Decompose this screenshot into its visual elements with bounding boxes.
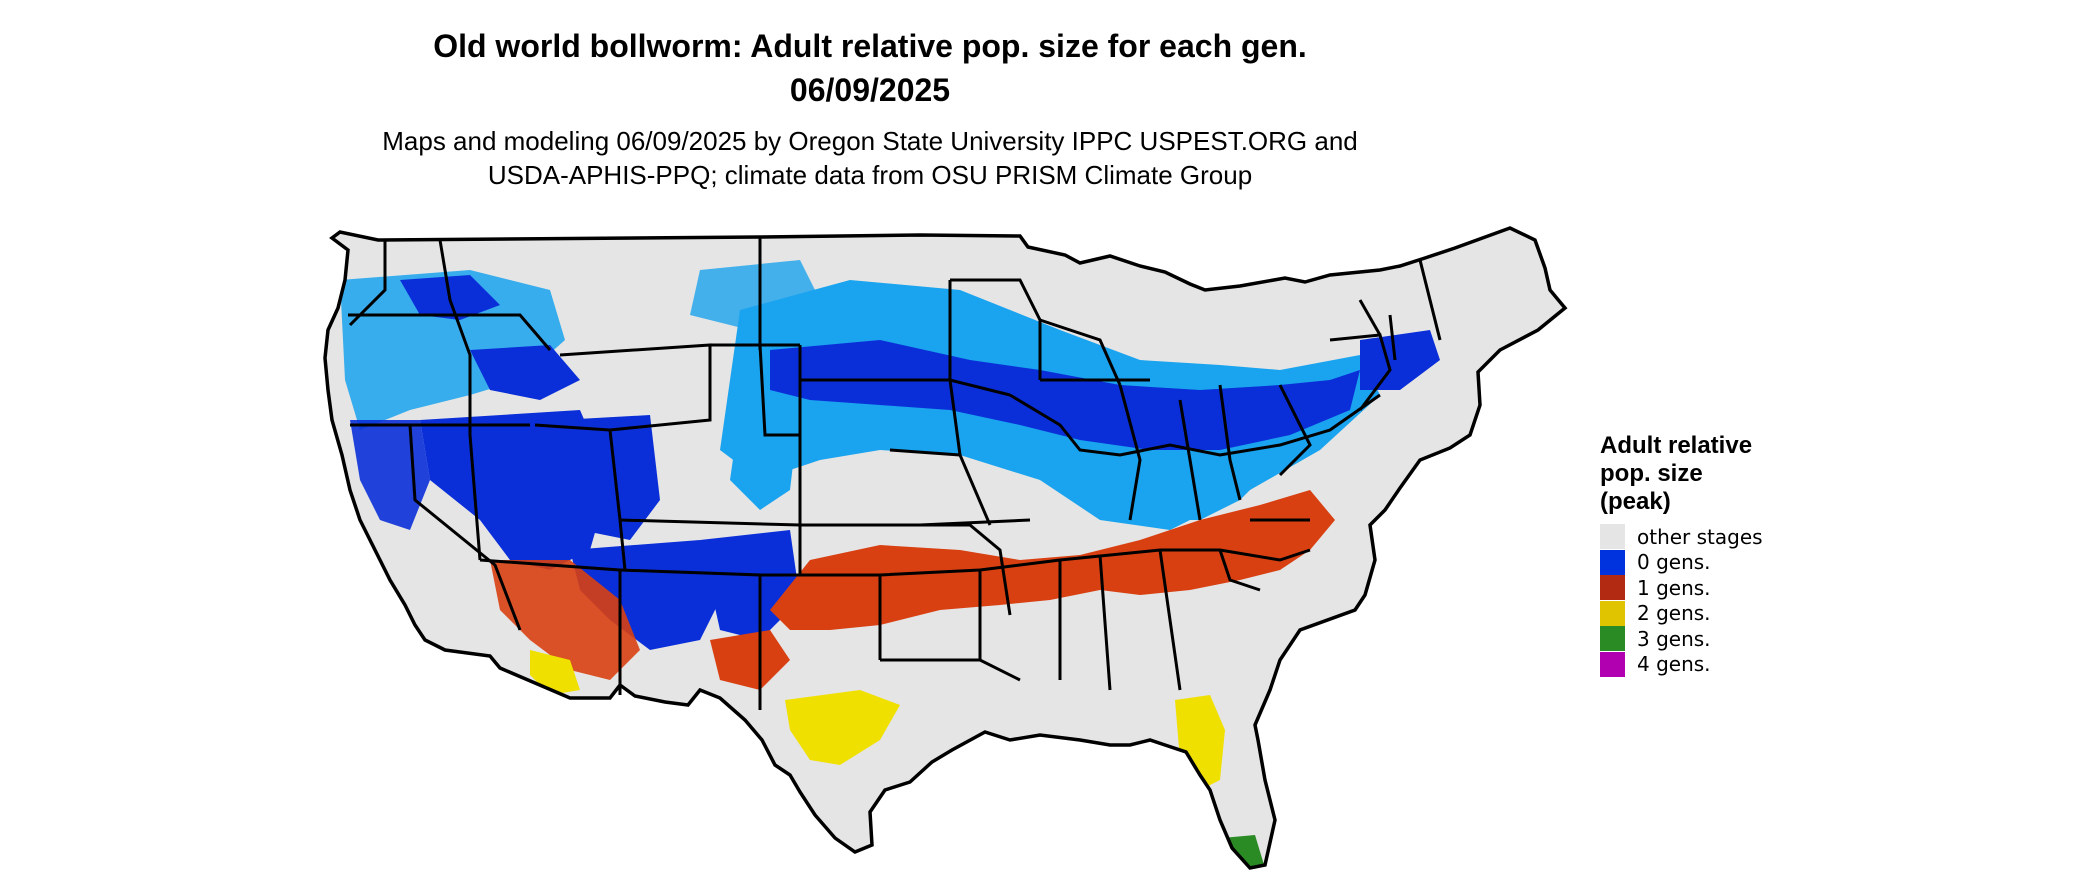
legend-row: 4 gens. [1600, 651, 1800, 678]
legend-row: other stages [1600, 524, 1800, 550]
legend-title-line-1: Adult relative [1600, 432, 1753, 459]
map-title: Old world bollworm: Adult relative pop. … [0, 24, 1740, 112]
legend-title-line-3: (peak) [1600, 488, 1671, 515]
region-2-gens-texas-coast [785, 690, 900, 765]
legend-items: other stages 0 gens. 1 gens. 2 gens. 3 gens.… [1600, 524, 1800, 677]
legend-swatch [1600, 575, 1625, 601]
region-3-gens-florida-keys [1200, 835, 1265, 868]
generation-regions [340, 260, 1440, 868]
legend-swatch [1600, 600, 1625, 626]
subtitle-line-2: USDA-APHIS-PPQ; climate data from OSU PR… [487, 160, 1253, 190]
legend-label: 0 gens. [1637, 550, 1711, 575]
region-0-gens-arizona [570, 540, 720, 650]
legend-label: other stages [1637, 524, 1763, 549]
region-0-gens-nevada [420, 410, 610, 570]
title-line-2: 06/09/2025 [789, 72, 951, 108]
state-boundaries [323, 226, 1567, 870]
region-1-gens-arizona [490, 560, 640, 680]
legend-swatch [1600, 626, 1625, 652]
legend-title-line-2: pop. size [1600, 460, 1703, 487]
region-2-gens-southwest [530, 650, 580, 695]
region-1-gens-texas-west [710, 630, 790, 690]
legend-swatch [1600, 651, 1625, 677]
subtitle-line-1: Maps and modeling 06/09/2025 by Oregon S… [382, 126, 1358, 156]
us-map [323, 226, 1567, 870]
region-0-gens-idaho [470, 345, 580, 400]
region-0-gens-utah [560, 415, 660, 540]
legend-title: Adult relative pop. size (peak) [1600, 432, 1800, 516]
map-subtitle: Maps and modeling 06/09/2025 by Oregon S… [0, 124, 1740, 192]
legend-label: 4 gens. [1637, 652, 1711, 677]
region-0-gens-northwest-light [340, 270, 565, 430]
legend-swatch [1600, 549, 1625, 575]
legend-label: 2 gens. [1637, 601, 1711, 626]
region-0-gens-plains-dark [770, 340, 1360, 450]
legend-label: 3 gens. [1637, 626, 1711, 651]
region-0-gens-northeast [1360, 330, 1440, 390]
legend-label: 1 gens. [1637, 575, 1711, 600]
region-0-gens-colorado-light [730, 405, 800, 510]
legend-swatch [1600, 524, 1625, 550]
legend-row: 3 gens. [1600, 626, 1800, 652]
title-line-1: Old world bollworm: Adult relative pop. … [433, 28, 1307, 64]
legend-row: 2 gens. [1600, 600, 1800, 627]
legend: Adult relative pop. size (peak) other st… [1600, 432, 1800, 677]
legend-row: 0 gens. [1600, 549, 1800, 576]
legend-row: 1 gens. [1600, 575, 1800, 601]
